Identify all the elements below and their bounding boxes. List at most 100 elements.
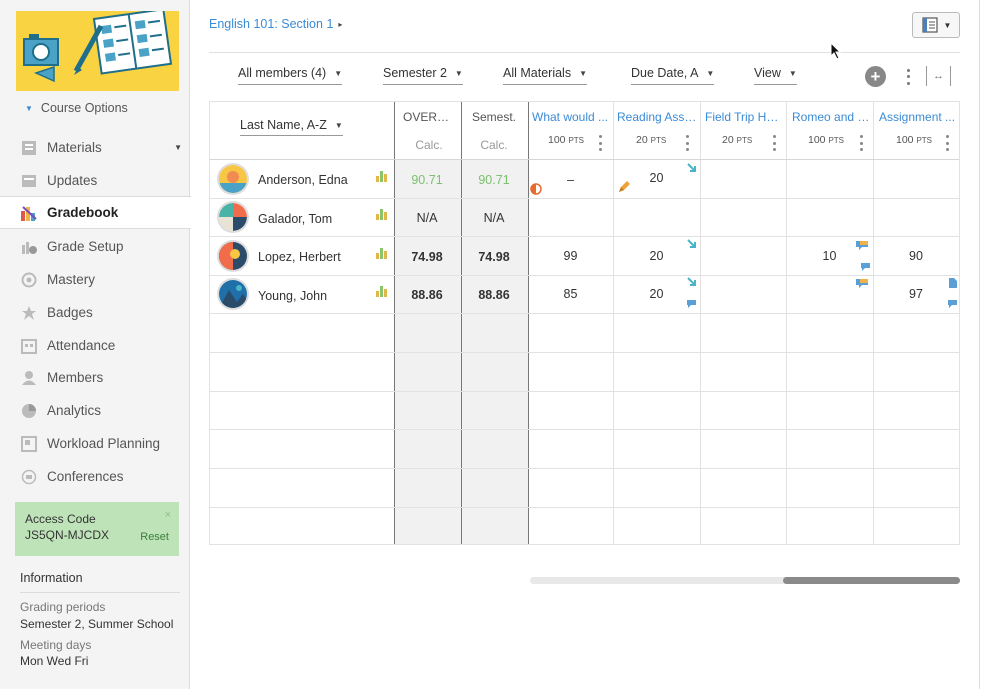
view-filter-label: View: [754, 66, 781, 80]
grade-cell[interactable]: –: [567, 173, 574, 187]
course-options-label: Course Options: [40, 101, 128, 115]
close-icon[interactable]: ×: [164, 509, 171, 521]
workload-icon: [20, 435, 38, 453]
breadcrumb[interactable]: English 101: Section 1 ▸: [209, 17, 342, 31]
sidebar-item-materials[interactable]: Materials ▼: [0, 131, 190, 164]
semester-column-header[interactable]: Semest.: [471, 110, 516, 124]
course-options-toggle[interactable]: ▼ Course Options: [25, 101, 128, 115]
access-code-title: Access Code: [25, 512, 96, 526]
add-column-button[interactable]: +: [865, 66, 886, 87]
assignment-column-header[interactable]: Romeo and J...: [792, 110, 870, 124]
overall-grade[interactable]: 74.98: [411, 250, 443, 264]
sidebar-item-workload-planning[interactable]: Workload Planning: [0, 427, 190, 460]
semester-grade[interactable]: 88.86: [478, 288, 510, 302]
grade-cell[interactable]: 20: [649, 287, 664, 301]
breadcrumb-course[interactable]: English 101: Section 1: [209, 17, 334, 31]
caret-down-icon[interactable]: ▼: [174, 143, 182, 152]
column-options-icon[interactable]: [858, 135, 864, 151]
sidebar-item-updates[interactable]: Updates: [0, 164, 190, 197]
student-name[interactable]: Anderson, Edna: [258, 173, 348, 187]
comment-icon[interactable]: [947, 299, 958, 309]
column-options-icon[interactable]: [597, 135, 603, 151]
sidebar-item-mastery[interactable]: Mastery: [0, 263, 190, 296]
assignment-column-header[interactable]: Assignment ...: [879, 110, 956, 124]
name-sort-dropdown[interactable]: Last Name, A-Z ▼: [240, 118, 343, 136]
sort-filter[interactable]: Due Date, A ▼: [631, 66, 715, 85]
semester-grade[interactable]: 74.98: [478, 250, 510, 264]
reset-access-code-link[interactable]: Reset: [140, 531, 169, 543]
sidebar-item-attendance[interactable]: Attendance: [0, 329, 190, 362]
grade-cell[interactable]: 10: [822, 249, 837, 263]
sidebar-item-gradebook[interactable]: Gradebook: [0, 196, 191, 229]
student-analytics-icon[interactable]: [376, 208, 388, 220]
members-filter[interactable]: All members (4) ▼: [238, 66, 343, 85]
materials-filter[interactable]: All Materials ▼: [503, 66, 587, 85]
assignment-column-header[interactable]: What would ...: [532, 110, 609, 124]
more-options-icon[interactable]: [903, 67, 913, 87]
comment-icon[interactable]: [860, 262, 871, 272]
sidebar-item-grade-setup[interactable]: Grade Setup: [0, 230, 190, 263]
caret-down-icon: ▼: [25, 103, 33, 113]
course-logo: [16, 11, 179, 91]
column-divider: [528, 102, 529, 544]
grade-cell[interactable]: 20: [649, 171, 664, 185]
column-options-icon[interactable]: [771, 135, 777, 151]
overall-grade[interactable]: 88.86: [411, 288, 443, 302]
student-name[interactable]: Galador, Tom: [258, 212, 333, 226]
document-icon[interactable]: [948, 277, 958, 289]
student-analytics-icon[interactable]: [376, 247, 388, 259]
grade-cell[interactable]: 97: [909, 287, 923, 301]
row-divider: [210, 159, 959, 160]
row-divider: [210, 429, 959, 430]
grade-cell[interactable]: 85: [563, 287, 578, 301]
attendance-icon: [20, 337, 38, 355]
pencil-icon[interactable]: [617, 180, 631, 194]
avatar: [219, 242, 247, 270]
sidebar-item-badges[interactable]: Badges: [0, 296, 190, 329]
sidebar-item-label: Mastery: [47, 272, 96, 287]
sidebar-item-label: Grade Setup: [47, 239, 124, 254]
assignment-points: 20 PTS: [722, 134, 753, 146]
expand-columns-button[interactable]: ↔: [926, 66, 951, 86]
gradebook-view-menu[interactable]: ▼: [912, 12, 960, 38]
comment-icon[interactable]: [855, 278, 869, 289]
submission-icon[interactable]: [687, 277, 696, 286]
assignment-column-header[interactable]: Reading Asse...: [617, 110, 697, 124]
sidebar-item-label: Updates: [47, 173, 98, 188]
semester-grade[interactable]: N/A: [483, 211, 505, 225]
sidebar-item-members[interactable]: Members: [0, 361, 190, 394]
overall-grade[interactable]: 90.71: [411, 173, 443, 187]
horizontal-scrollbar-thumb[interactable]: [783, 577, 960, 584]
semester-grade[interactable]: 90.71: [478, 173, 510, 187]
members-filter-label: All members (4): [238, 66, 327, 80]
badges-icon: [20, 304, 38, 322]
student-name[interactable]: Lopez, Herbert: [258, 250, 341, 264]
comment-icon[interactable]: [855, 240, 869, 251]
sidebar-item-conferences[interactable]: Conferences: [0, 460, 190, 493]
assignment-column-header[interactable]: Field Trip Ho...: [705, 110, 783, 124]
overall-grade[interactable]: N/A: [416, 211, 438, 225]
assignment-points: 100 PTS: [548, 134, 585, 146]
submission-icon[interactable]: [687, 163, 696, 172]
horizontal-scrollbar-track[interactable]: [530, 577, 960, 584]
submission-icon[interactable]: [687, 239, 696, 248]
comment-icon[interactable]: [686, 299, 697, 309]
sidebar-item-analytics[interactable]: Analytics: [0, 394, 190, 427]
column-options-icon[interactable]: [684, 135, 690, 151]
student-name[interactable]: Young, John: [258, 289, 328, 303]
grade-cell[interactable]: 90: [909, 249, 923, 263]
student-analytics-icon[interactable]: [376, 285, 388, 297]
row-divider: [210, 468, 959, 469]
grade-cell[interactable]: 99: [563, 249, 578, 263]
sidebar-item-label: Badges: [47, 305, 93, 320]
overall-column-header[interactable]: OVERALL: [403, 110, 455, 124]
view-filter[interactable]: View ▼: [754, 66, 797, 85]
column-options-icon[interactable]: [944, 135, 950, 151]
grade-cell[interactable]: 20: [649, 249, 664, 263]
student-analytics-icon[interactable]: [376, 170, 388, 182]
grading-period-filter[interactable]: Semester 2 ▼: [383, 66, 463, 85]
caret-down-icon: ▼: [706, 68, 715, 78]
row-divider: [210, 198, 959, 199]
grading-period-filter-label: Semester 2: [383, 66, 447, 80]
semester-column-bg: [461, 102, 528, 544]
